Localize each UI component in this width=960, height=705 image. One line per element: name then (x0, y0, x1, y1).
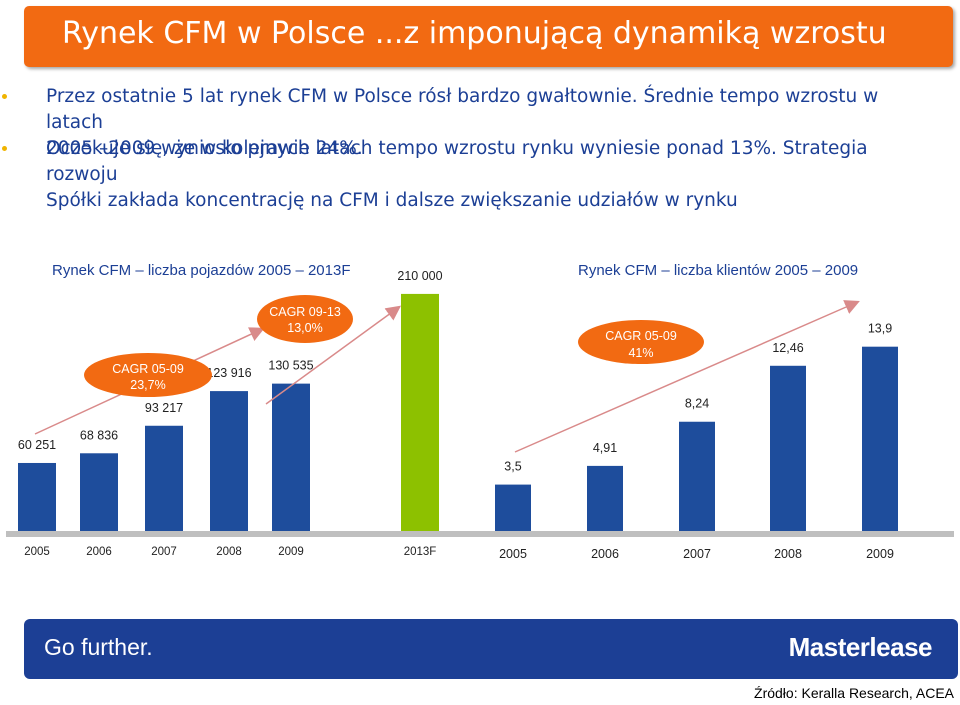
title-bar: Rynek CFM w Polsce ...z imponującą dynam… (24, 6, 953, 67)
tick-label: 2009 (866, 547, 894, 561)
bullet-line: Przez ostatnie 5 lat rynek CFM w Polsce … (46, 86, 879, 133)
bar (80, 453, 118, 531)
bullet-line: 2005 –2009 wyniosło prawie 24%. (46, 138, 363, 159)
bar-value-label: 8,24 (685, 397, 709, 411)
bar-value-label: 210 000 (397, 269, 442, 283)
cagr-badge (578, 320, 704, 364)
tick-label: 2007 (151, 546, 177, 558)
bar (272, 383, 310, 531)
masterlease-logo: Masterlease (788, 632, 933, 662)
bar-value-label: 60 251 (18, 438, 56, 452)
bar (587, 465, 623, 531)
bar-value-label: 3,5 (504, 460, 521, 474)
chart-title-clients: Rynek CFM – liczba klientów 2005 – 2009 (578, 262, 859, 279)
bar-value-label: 93 217 (145, 401, 183, 415)
footer-slogan: Go further. (44, 634, 153, 660)
bar-value-label: 4,91 (593, 441, 617, 455)
tick-label: 2008 (774, 547, 802, 561)
bar (862, 346, 898, 531)
cagr-badge (257, 295, 353, 343)
cagr-value: 23,7% (130, 378, 165, 392)
bar (770, 365, 806, 531)
cagr-label: CAGR 05-09 (605, 329, 677, 343)
bar-charts: 60 251 68 836 93 217 123 916 130 535 210 000 C… (6, 269, 954, 561)
chart-title-vehicles: Rynek CFM – liczba pojazdów 2005 – 2013F (52, 262, 351, 279)
bullet-item: Oczekuje się, że w kolejnych latach temp… (2, 136, 926, 214)
bar-value-label: 68 836 (80, 428, 118, 442)
page-title: Rynek CFM w Polsce ...z imponującą dynam… (62, 16, 887, 51)
cagr-label: CAGR 09-13 (269, 305, 341, 319)
source-note: Źródło: Keralla Research, ACEA (754, 685, 954, 701)
tick-label: 2005 (499, 547, 527, 561)
bar (145, 425, 183, 531)
tick-label: 2009 (278, 546, 304, 558)
bullet-line: Oczekuje się, że w kolejnych latach temp… (46, 138, 868, 185)
bar (18, 462, 56, 531)
baseline-band (6, 531, 954, 537)
tick-label: 2007 (683, 547, 711, 561)
tick-label: 2006 (86, 546, 112, 558)
tick-label: 2013F (404, 546, 437, 558)
tick-label: 2006 (591, 547, 619, 561)
footer-banner: Go further. Masterlease (24, 619, 958, 679)
bullet-dot-icon (2, 146, 7, 151)
cagr-arrow-09-13 (265, 305, 402, 405)
bar-value-label: 130 535 (268, 359, 313, 373)
bullet-line: Spółki zakłada koncentrację na CFM i dal… (46, 190, 738, 211)
bar (210, 391, 248, 531)
bullet-item: Przez ostatnie 5 lat rynek CFM w Polsce … (2, 84, 926, 162)
tick-label: 2008 (216, 546, 242, 558)
cagr-value: 41% (628, 346, 653, 360)
bar (401, 293, 439, 531)
bar (679, 421, 715, 531)
bar-value-label: 13,9 (868, 322, 892, 336)
bar-value-label: 123 916 (206, 366, 251, 380)
bullet-dot-icon (2, 94, 7, 99)
cagr-arrow-clients (514, 300, 860, 453)
bar-value-label: 12,46 (772, 341, 803, 355)
cagr-value: 13,0% (287, 321, 322, 335)
cagr-label: CAGR 05-09 (112, 362, 184, 376)
cagr-badge (84, 353, 212, 397)
bar (495, 484, 531, 531)
tick-label: 2005 (24, 546, 50, 558)
